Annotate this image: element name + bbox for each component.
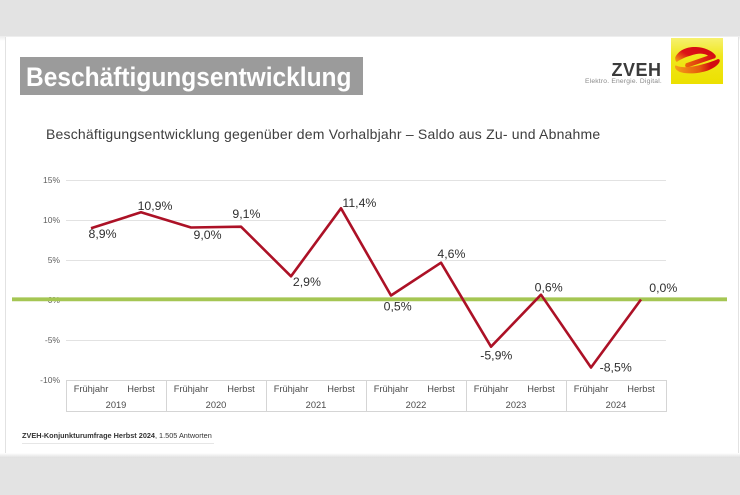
svg-text:8,9%: 8,9% <box>88 227 116 241</box>
svg-text:2019: 2019 <box>106 400 127 410</box>
svg-text:10,9%: 10,9% <box>138 199 173 213</box>
svg-text:-8,5%: -8,5% <box>600 361 632 375</box>
svg-text:Herbst: Herbst <box>327 384 355 394</box>
svg-text:0,5%: 0,5% <box>384 300 412 314</box>
svg-text:-10%: -10% <box>40 375 60 385</box>
svg-text:-5,9%: -5,9% <box>480 349 512 363</box>
svg-text:Frühjahr: Frühjahr <box>74 384 109 394</box>
svg-text:Frühjahr: Frühjahr <box>474 384 509 394</box>
svg-text:2022: 2022 <box>406 400 427 410</box>
svg-text:Herbst: Herbst <box>527 384 555 394</box>
svg-text:Frühjahr: Frühjahr <box>574 384 609 394</box>
svg-text:0,6%: 0,6% <box>535 281 563 295</box>
svg-text:2020: 2020 <box>206 400 227 410</box>
svg-text:Herbst: Herbst <box>627 384 655 394</box>
svg-text:2023: 2023 <box>506 400 527 410</box>
svg-text:2024: 2024 <box>606 400 627 410</box>
svg-text:9,0%: 9,0% <box>193 228 221 242</box>
svg-text:5%: 5% <box>48 255 61 265</box>
svg-text:2,9%: 2,9% <box>293 275 321 289</box>
svg-text:10%: 10% <box>43 215 60 225</box>
svg-text:-5%: -5% <box>45 335 61 345</box>
svg-text:Herbst: Herbst <box>227 384 255 394</box>
svg-text:15%: 15% <box>43 175 60 185</box>
svg-text:Frühjahr: Frühjahr <box>374 384 409 394</box>
svg-text:4,6%: 4,6% <box>437 247 465 261</box>
svg-text:11,4%: 11,4% <box>342 196 376 210</box>
svg-text:9,1%: 9,1% <box>232 207 260 221</box>
svg-text:Herbst: Herbst <box>127 384 155 394</box>
svg-text:Herbst: Herbst <box>427 384 455 394</box>
svg-text:Frühjahr: Frühjahr <box>274 384 309 394</box>
svg-text:Frühjahr: Frühjahr <box>174 384 209 394</box>
svg-text:2021: 2021 <box>306 400 327 410</box>
svg-text:0,0%: 0,0% <box>649 281 677 295</box>
